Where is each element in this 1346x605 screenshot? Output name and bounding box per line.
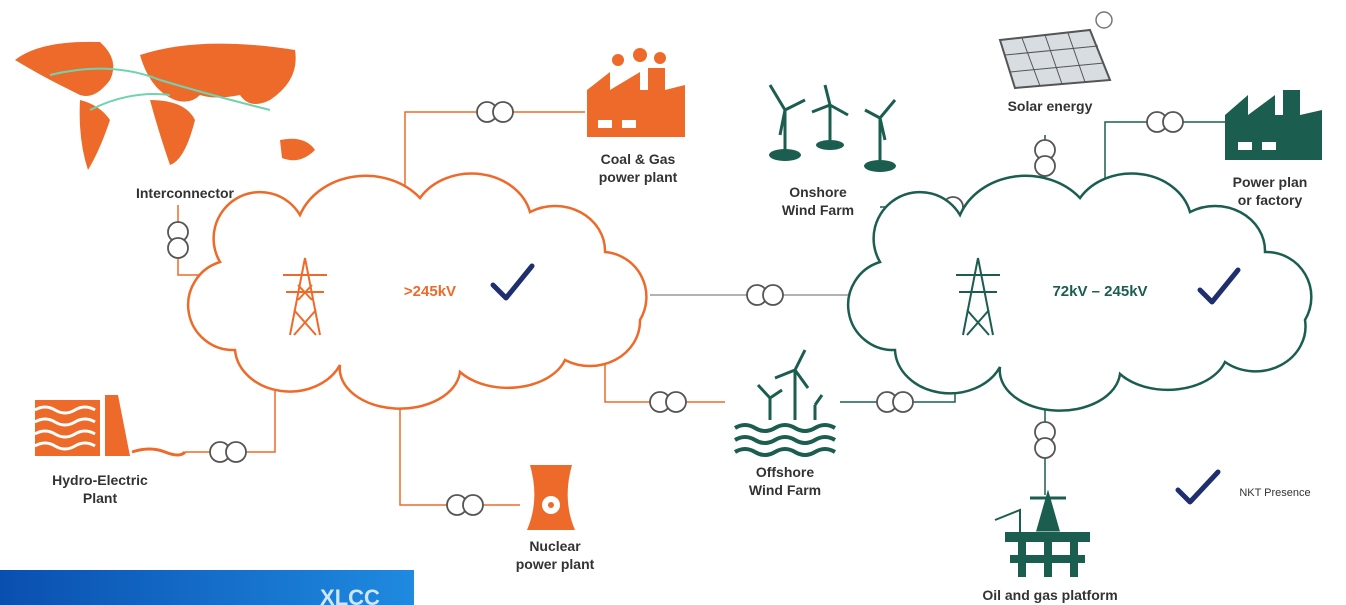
legend-label: NKT Presence — [1239, 487, 1310, 499]
node-label: Onshore — [789, 184, 847, 200]
check-mark — [1197, 267, 1241, 305]
node-label: Nuclear — [529, 538, 581, 554]
network-label: 72kV – 245kV — [1052, 283, 1147, 300]
node-label: Wind Farm — [782, 202, 854, 218]
node-label: Power plan — [1233, 174, 1308, 190]
hv-cloud — [186, 172, 648, 410]
node-label: power plant — [516, 556, 595, 572]
node-label: Plant — [83, 490, 118, 506]
pylon-icon — [956, 257, 1000, 336]
node-label: Solar energy — [1008, 98, 1093, 114]
check-mark — [1175, 469, 1221, 505]
hydro-icon — [34, 395, 187, 457]
nuclear-icon — [527, 465, 575, 530]
factory-icon — [1225, 90, 1322, 160]
node-label: or factory — [1238, 192, 1303, 208]
solar-icon — [998, 11, 1113, 90]
world-map-icon — [15, 41, 315, 170]
pylon-icon — [283, 257, 327, 336]
network-label: >245kV — [404, 283, 456, 300]
banner — [0, 570, 414, 605]
node-label: Offshore — [756, 464, 815, 480]
banner-logo: XLCC — [320, 585, 380, 605]
offshore-wind-icon — [733, 349, 837, 457]
factory-icon — [587, 48, 685, 137]
node-label: Interconnector — [136, 185, 235, 201]
node-label: Coal & Gas — [601, 151, 676, 167]
node-label: Oil and gas platform — [982, 587, 1117, 603]
node-label: Hydro-Electric — [52, 472, 148, 488]
node-label: power plant — [599, 169, 678, 185]
oil-platform-icon — [994, 489, 1090, 577]
node-label: Wind Farm — [749, 482, 821, 498]
mv-cloud — [846, 172, 1313, 412]
check-mark — [490, 263, 535, 301]
wind-farm-icon — [768, 84, 897, 172]
